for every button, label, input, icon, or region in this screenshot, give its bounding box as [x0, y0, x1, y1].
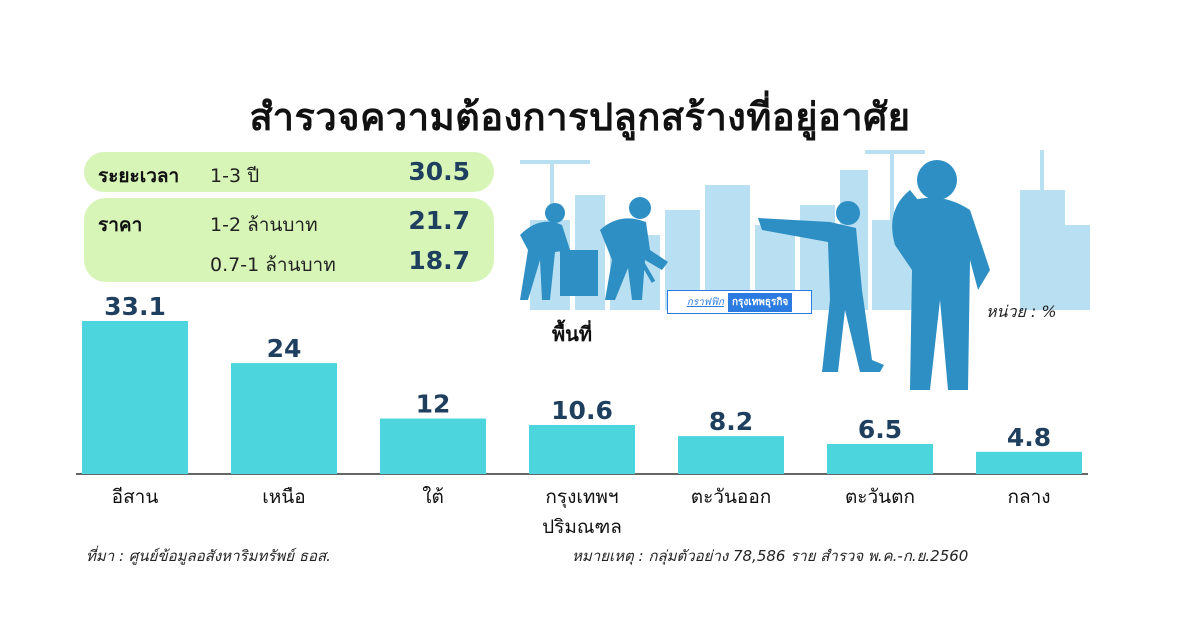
category-label: ตะวันออก [691, 486, 772, 508]
category-label: ปริมณฑล [542, 516, 622, 538]
period-box [84, 152, 494, 192]
price-row-value: 18.7 [408, 246, 470, 275]
price-label: ราคา [98, 214, 143, 236]
footnote: หมายเหตุ : กลุ่มตัวอย่าง 78,586 ราย สำรว… [572, 547, 969, 565]
data-label: 12 [416, 390, 451, 419]
unit-label: หน่วย : % [986, 302, 1057, 321]
data-label: 10.6 [551, 396, 613, 425]
category-label: กรุงเทพฯ [545, 486, 618, 509]
price-row-desc: 0.7-1 ล้านบาท [210, 254, 336, 276]
bar [82, 321, 188, 474]
period-value: 30.5 [408, 157, 470, 186]
data-label: 33.1 [104, 292, 166, 321]
x-axis-title: พื้นที่ [552, 322, 593, 346]
data-label: 8.2 [709, 407, 753, 436]
category-label: อีสาน [112, 486, 159, 508]
data-label: 24 [267, 334, 302, 363]
source-note: ที่มา : ศูนย์ข้อมูลอสังหาริมทรัพย์ ธอส. [86, 547, 331, 565]
graphic-credit: กราฟฟิก กรุงเทพธุรกิจ [667, 290, 812, 314]
credit-part1: กราฟฟิก [686, 296, 724, 308]
period-label: ระยะเวลา [98, 165, 180, 187]
price-box [84, 198, 494, 282]
worker-silhouettes [520, 160, 990, 390]
bar [827, 443, 933, 474]
category-label: ตะวันตก [845, 486, 915, 508]
page-title: สำรวจความต้องการปลูกสร้างที่อยู่อาศัย [249, 95, 911, 139]
price-row-desc: 1-2 ล้านบาท [210, 214, 318, 236]
bar [529, 425, 635, 474]
construction-illustration [520, 150, 1090, 390]
bar [678, 436, 784, 474]
category-label: กลาง [1007, 486, 1050, 508]
price-row-value: 21.7 [408, 206, 470, 235]
bar [231, 363, 337, 474]
data-label: 4.8 [1007, 423, 1051, 452]
category-label: ใต้ [422, 486, 444, 508]
category-label: เหนือ [262, 486, 305, 508]
data-label: 6.5 [858, 415, 902, 444]
bar [380, 418, 486, 474]
period-desc: 1-3 ปี [210, 165, 260, 187]
credit-part2: กรุงเทพธุรกิจ [727, 292, 793, 312]
bar [976, 451, 1082, 474]
